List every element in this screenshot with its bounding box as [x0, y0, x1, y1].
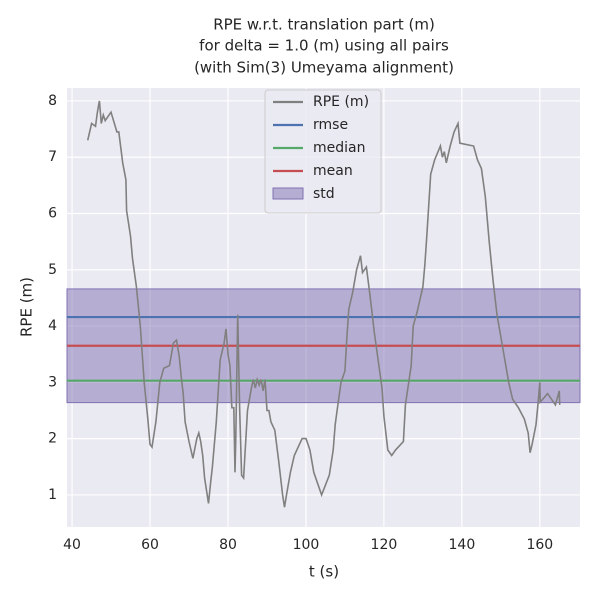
y-tick-label: 6 [48, 206, 57, 222]
legend-label: std [313, 186, 335, 202]
y-tick-label: 7 [48, 149, 57, 165]
x-tick-label: 100 [293, 537, 320, 553]
legend: RPE (m) rmse median mean std [264, 89, 382, 214]
legend-label: median [313, 140, 365, 156]
legend-label: RPE (m) [313, 94, 369, 110]
y-axis-label: RPE (m) [18, 277, 36, 337]
legend-label: mean [313, 163, 353, 179]
legend-swatch [272, 187, 304, 200]
series-line [86, 100, 561, 508]
x-tick-label: 80 [219, 537, 237, 553]
x-tick-label: 140 [449, 537, 476, 553]
y-tick-label: 4 [48, 318, 57, 334]
title-line: RPE w.r.t. translation part (m) [213, 16, 435, 34]
y-tick-label: 2 [48, 431, 57, 447]
title-line: for delta = 1.0 (m) using all pairs [199, 37, 449, 55]
legend-label: rmse [313, 117, 348, 133]
x-axis-label: t (s) [309, 563, 339, 581]
x-tick-label: 60 [141, 537, 159, 553]
title-line: (with Sim(3) Umeyama alignment) [194, 59, 454, 77]
x-tick-label: 160 [526, 537, 553, 553]
x-tick-label: 40 [63, 537, 81, 553]
legend-box [264, 89, 382, 214]
y-tick-label: 3 [48, 374, 57, 390]
y-tick-label: 5 [48, 262, 57, 278]
y-tick-label: 8 [48, 93, 57, 109]
x-tick-label: 120 [371, 537, 398, 553]
y-tick-label: 1 [48, 487, 57, 503]
